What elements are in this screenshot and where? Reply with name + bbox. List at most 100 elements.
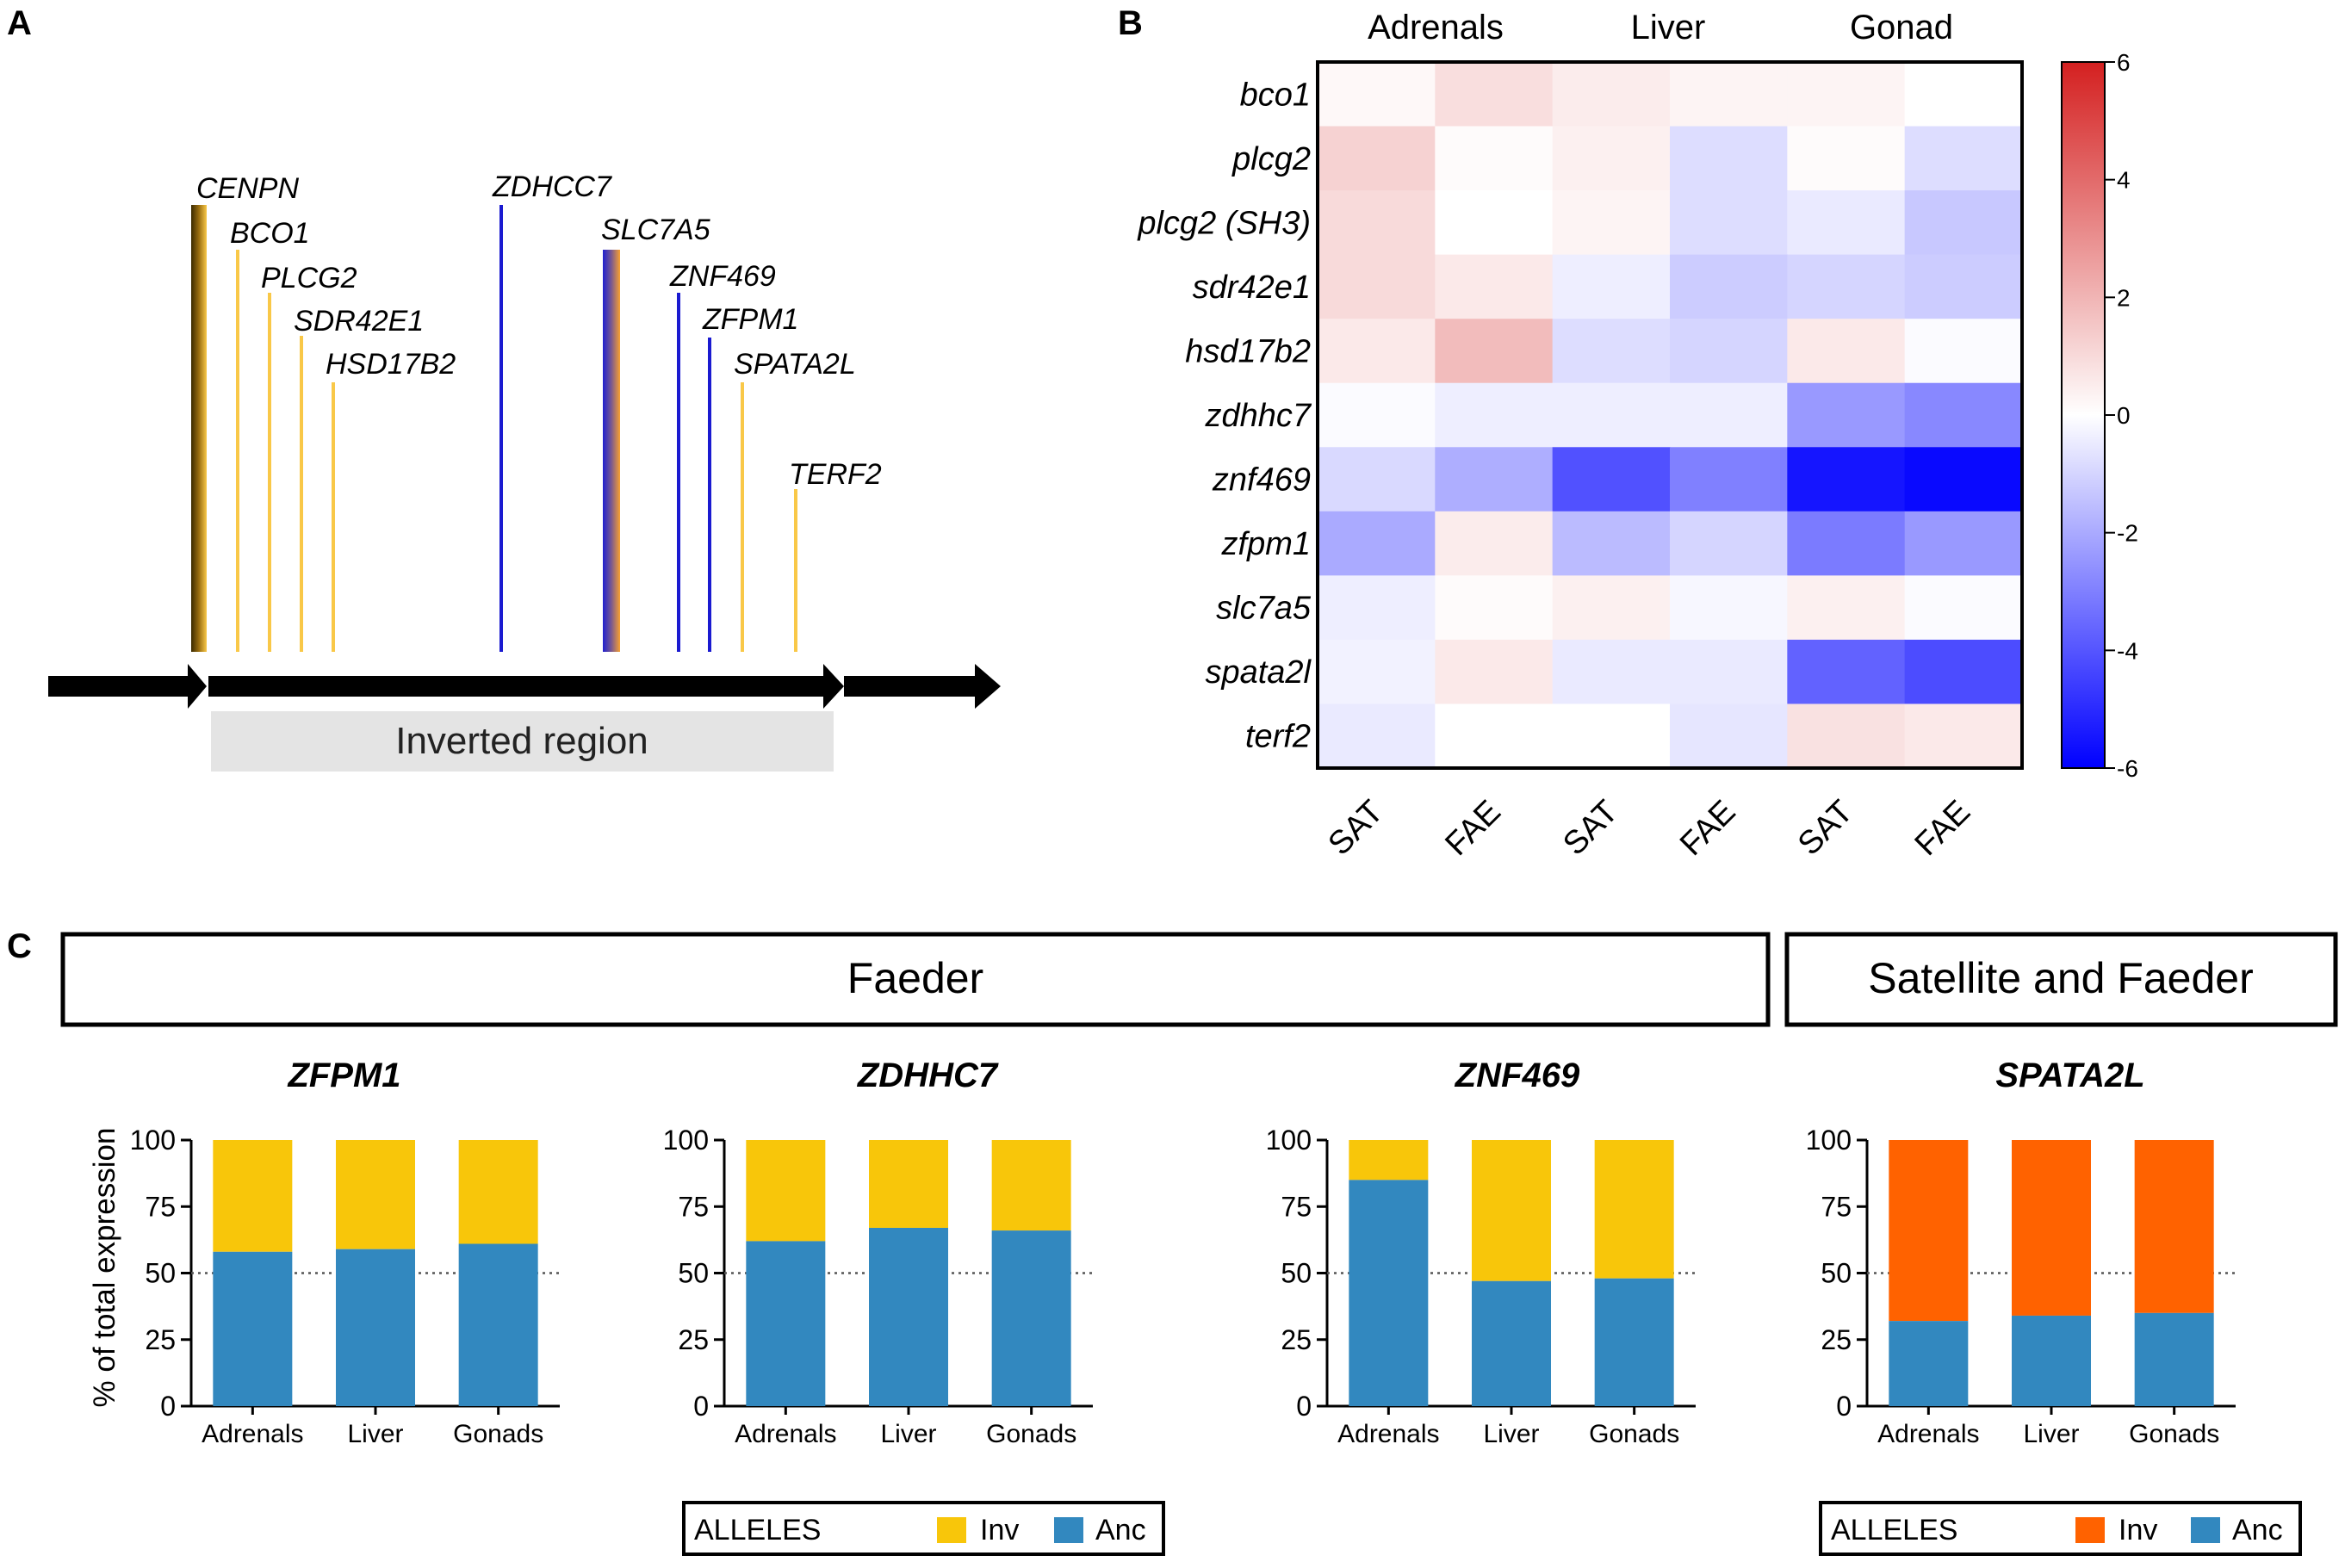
y-tick-label: 50 [1821,1258,1852,1289]
bar-chart-znf469: ZNF469 0 25 50 75 100 Adrenals Liver Gonads [1266,1057,1696,1448]
heatmap-cell [1787,447,1906,512]
gene-label-spata2l: SPATA2L [734,348,856,381]
heatmap-cell [1435,319,1554,384]
right-arrow [844,664,1001,709]
heatmap-cell [1904,254,2023,319]
bar-segment-inv [458,1140,538,1244]
bar-chart-spata2l: SPATA2L 0 25 50 75 100 Adrenals Liver Gonads [1806,1057,2236,1448]
heatmap-cell [1318,190,1436,256]
bar-segment-inv [1472,1140,1551,1281]
legend-faeder-box [682,1501,1165,1556]
heatmap-column-label: SAT [1791,794,1860,863]
heatmap-cell [1552,254,1671,319]
legend-faeder-title: ALLELES [694,1514,821,1546]
heatmap-cell [1435,703,1554,769]
colorbar-tick-label: -4 [2117,637,2138,664]
x-tick-label: Adrenals [1337,1420,1439,1448]
y-tick-label: 25 [1821,1324,1852,1355]
heatmap-cell [1318,703,1436,769]
heatmap-cell [1318,575,1436,641]
bar-chart-title: SPATA2L [1995,1057,2144,1094]
gene-label-zdhcc7: ZDHCC7 [492,170,612,203]
heatmap-cell [1435,511,1554,576]
x-tick-label: Gonads [453,1420,543,1448]
heatmap-cell [1318,511,1436,576]
panel-a-gene-map: CENPN BCO1 PLCG2 SDR42E1 HSD17B2 ZDHCC7 SLC7A5… [48,170,1001,772]
heatmap-cell [1318,639,1436,705]
gene-label-slc7a5: SLC7A5 [601,214,710,246]
heatmap-cell [1904,62,2023,127]
heatmap-cell [1904,447,2023,512]
colorbar-ticks: 6 4 2 0 -2 -4 -6 [2105,49,2138,782]
gene-label-znf469: ZNF469 [669,260,776,293]
gene-label-bco1: BCO1 [230,217,310,250]
y-tick-label: 50 [1281,1258,1312,1289]
colorbar [2061,61,2106,769]
heatmap-cell [1787,62,1906,127]
bar-segment-anc [991,1230,1071,1406]
heatmap-column-label: FAE [1438,794,1507,863]
heatmap-row-label: hsd17b2 [1185,333,1311,369]
y-tick-label: 100 [130,1125,176,1156]
colorbar-tick-label: 6 [2117,49,2131,76]
gene-label-plcg2: PLCG2 [261,262,357,294]
bar-chart-title: ZNF469 [1455,1057,1580,1094]
x-tick-label: Liver [347,1420,403,1448]
bar-segment-inv [1889,1140,1969,1322]
heatmap-cell [1787,575,1906,641]
heatmap-cell [1552,639,1671,705]
bar-segment-anc [869,1227,948,1406]
gene-marker-slc7a5 [603,250,620,652]
group-title-satellite-faeder: Satellite and Faeder [1868,954,2254,1002]
y-tick-label: 0 [160,1391,176,1422]
heatmap-row-label: slc7a5 [1216,591,1312,627]
heatmap-cell [1435,254,1554,319]
heatmap-row-label: zfpm1 [1221,526,1311,562]
bar-segment-anc [213,1251,293,1406]
bar-segment-inv [336,1140,415,1249]
inverted-region-label: Inverted region [395,720,648,762]
bar-chart-zfpm1: ZFPM1 0 25 50 75 100 Adrenals Liver Gonads [130,1057,560,1448]
legend-satellite-faeder: ALLELES Inv Anc [1819,1501,2302,1556]
heatmap-column-labels: SAT FAE SAT FAE SAT FAE [1322,794,1978,863]
legend-sat-anc-label: Anc [2232,1514,2283,1546]
heatmap-cell [1670,639,1788,705]
x-tick-label: Liver [2023,1420,2079,1448]
heatmap-cell [1904,703,2023,769]
heatmap-cell [1904,511,2023,576]
heatmap-cell [1552,190,1671,256]
heatmap-column-label: SAT [1556,794,1625,863]
bar-segment-anc [2012,1315,2091,1406]
x-tick-label: Gonads [1589,1420,1679,1448]
heatmap-cell [1787,190,1906,256]
bar-segment-inv [213,1140,293,1252]
colorbar-tick-label: 4 [2117,167,2131,194]
heatmap-row-label: bco1 [1240,77,1311,113]
heatmap-cell [1787,703,1906,769]
heatmap-cell [1904,319,2023,384]
y-tick-label: 75 [678,1191,709,1222]
y-tick-label: 100 [1806,1125,1852,1156]
y-tick-label: 0 [693,1391,709,1422]
heatmap-cell [1435,382,1554,448]
heatmap-row-label: terf2 [1245,719,1311,755]
colorbar-tick-label: -2 [2117,520,2138,547]
heatmap-cell [1670,254,1788,319]
bar-segment-anc [746,1241,826,1406]
bar-segment-anc [2134,1312,2214,1406]
heatmap-cells [1318,62,2023,769]
bar-segment-inv [1349,1140,1429,1181]
heatmap-cell [1670,511,1788,576]
inverted-arrow [208,664,844,709]
heatmap-cell [1787,639,1906,705]
bar-segment-inv [991,1140,1071,1231]
heatmap-cell [1787,382,1906,448]
heatmap-cell [1904,382,2023,448]
heatmap-cell [1787,319,1906,384]
x-tick-label: Adrenals [202,1420,303,1448]
legend-faeder-inv-label: Inv [980,1514,1019,1546]
y-tick-label: 75 [145,1191,176,1222]
x-tick-label: Liver [880,1420,936,1448]
heatmap-row-label: plcg2 [1231,141,1311,177]
